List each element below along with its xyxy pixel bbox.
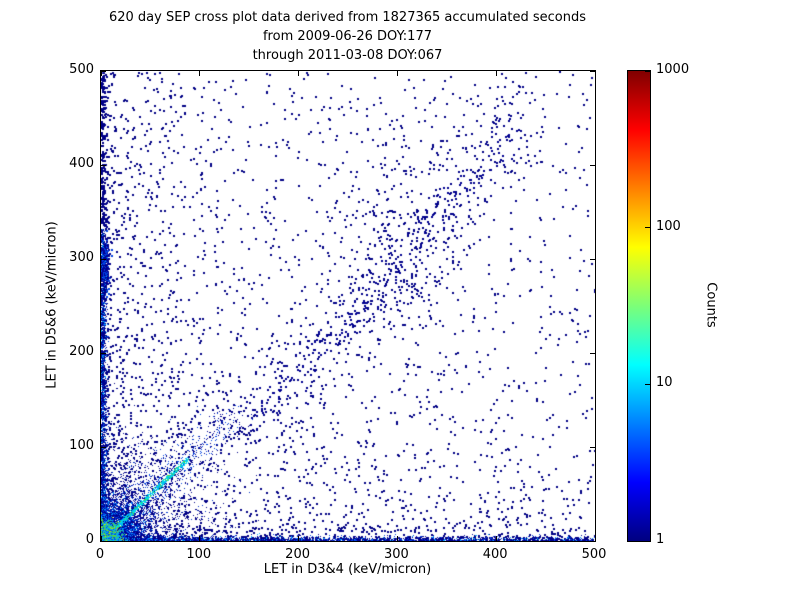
scatter-density-canvas <box>101 71 595 541</box>
y-axis-tick-mark <box>590 164 595 166</box>
colorbar-tick-mark <box>645 383 650 385</box>
x-axis-tick-mark <box>396 536 398 541</box>
x-axis-tick-mark <box>199 536 201 541</box>
y-axis-tick-mark <box>101 446 106 448</box>
y-axis-tick-label: 100 <box>69 438 94 453</box>
y-axis-tick-mark <box>590 352 595 354</box>
colorbar-label: Counts <box>703 282 719 328</box>
x-axis-tick-mark <box>396 71 398 76</box>
y-axis-tick-mark <box>101 258 106 260</box>
x-axis-tick-mark <box>495 536 497 541</box>
colorbar-tick-label: 100 <box>656 218 681 234</box>
y-axis-tick-mark <box>101 70 106 72</box>
x-axis-tick-label: 200 <box>285 547 310 562</box>
y-axis-label: LET in D5&6 (keV/micron) <box>44 221 60 389</box>
chart-title-line-1: 620 day SEP cross plot data derived from… <box>108 10 587 25</box>
x-axis-tick-mark <box>298 71 300 76</box>
x-axis-tick-mark <box>100 71 102 76</box>
colorbar-tick-label: 10 <box>656 375 673 391</box>
x-axis-tick-label: 500 <box>581 547 607 562</box>
y-axis-tick-mark <box>101 352 106 354</box>
x-axis-tick-mark <box>100 536 102 541</box>
x-axis-tick-mark <box>199 71 201 76</box>
x-axis-tick-label: 0 <box>95 547 105 562</box>
y-axis-tick-mark <box>590 258 595 260</box>
colorbar-tick-label: 1000 <box>656 62 690 77</box>
colorbar-tick-mark <box>645 70 650 72</box>
y-axis-tick-label: 300 <box>69 250 94 265</box>
x-axis-tick-mark <box>594 536 596 541</box>
colorbar-tick-mark <box>645 227 650 229</box>
chart-title-line-2: from 2009-06-26 DOY:177 <box>262 29 432 44</box>
y-axis-tick-label: 200 <box>69 344 94 359</box>
colorbar-tick-label: 1 <box>656 532 665 547</box>
y-axis-tick-label: 500 <box>69 62 94 77</box>
y-axis-tick-label: 0 <box>85 532 94 547</box>
y-axis-tick-mark <box>590 446 595 448</box>
x-axis-tick-mark <box>495 71 497 76</box>
x-axis-tick-label: 100 <box>186 547 212 562</box>
y-axis-tick-mark <box>101 540 106 542</box>
x-axis-tick-label: 300 <box>383 547 409 562</box>
y-axis-tick-mark <box>101 164 106 166</box>
colorbar-tick-mark <box>645 540 650 542</box>
x-axis-tick-mark <box>594 71 596 76</box>
colorbar <box>627 70 651 542</box>
x-axis-tick-label: 400 <box>482 547 508 562</box>
y-axis-tick-label: 400 <box>69 156 94 171</box>
y-axis-tick-mark <box>590 70 595 72</box>
x-axis-tick-mark <box>298 536 300 541</box>
chart-title-line-3: through 2011-03-08 DOY:067 <box>252 48 443 63</box>
x-axis-label: LET in D3&4 (keV/micron) <box>263 562 432 577</box>
plot-area <box>100 70 596 542</box>
chart-title: 620 day SEP cross plot data derived from… <box>100 8 595 65</box>
y-axis-tick-mark <box>590 540 595 542</box>
